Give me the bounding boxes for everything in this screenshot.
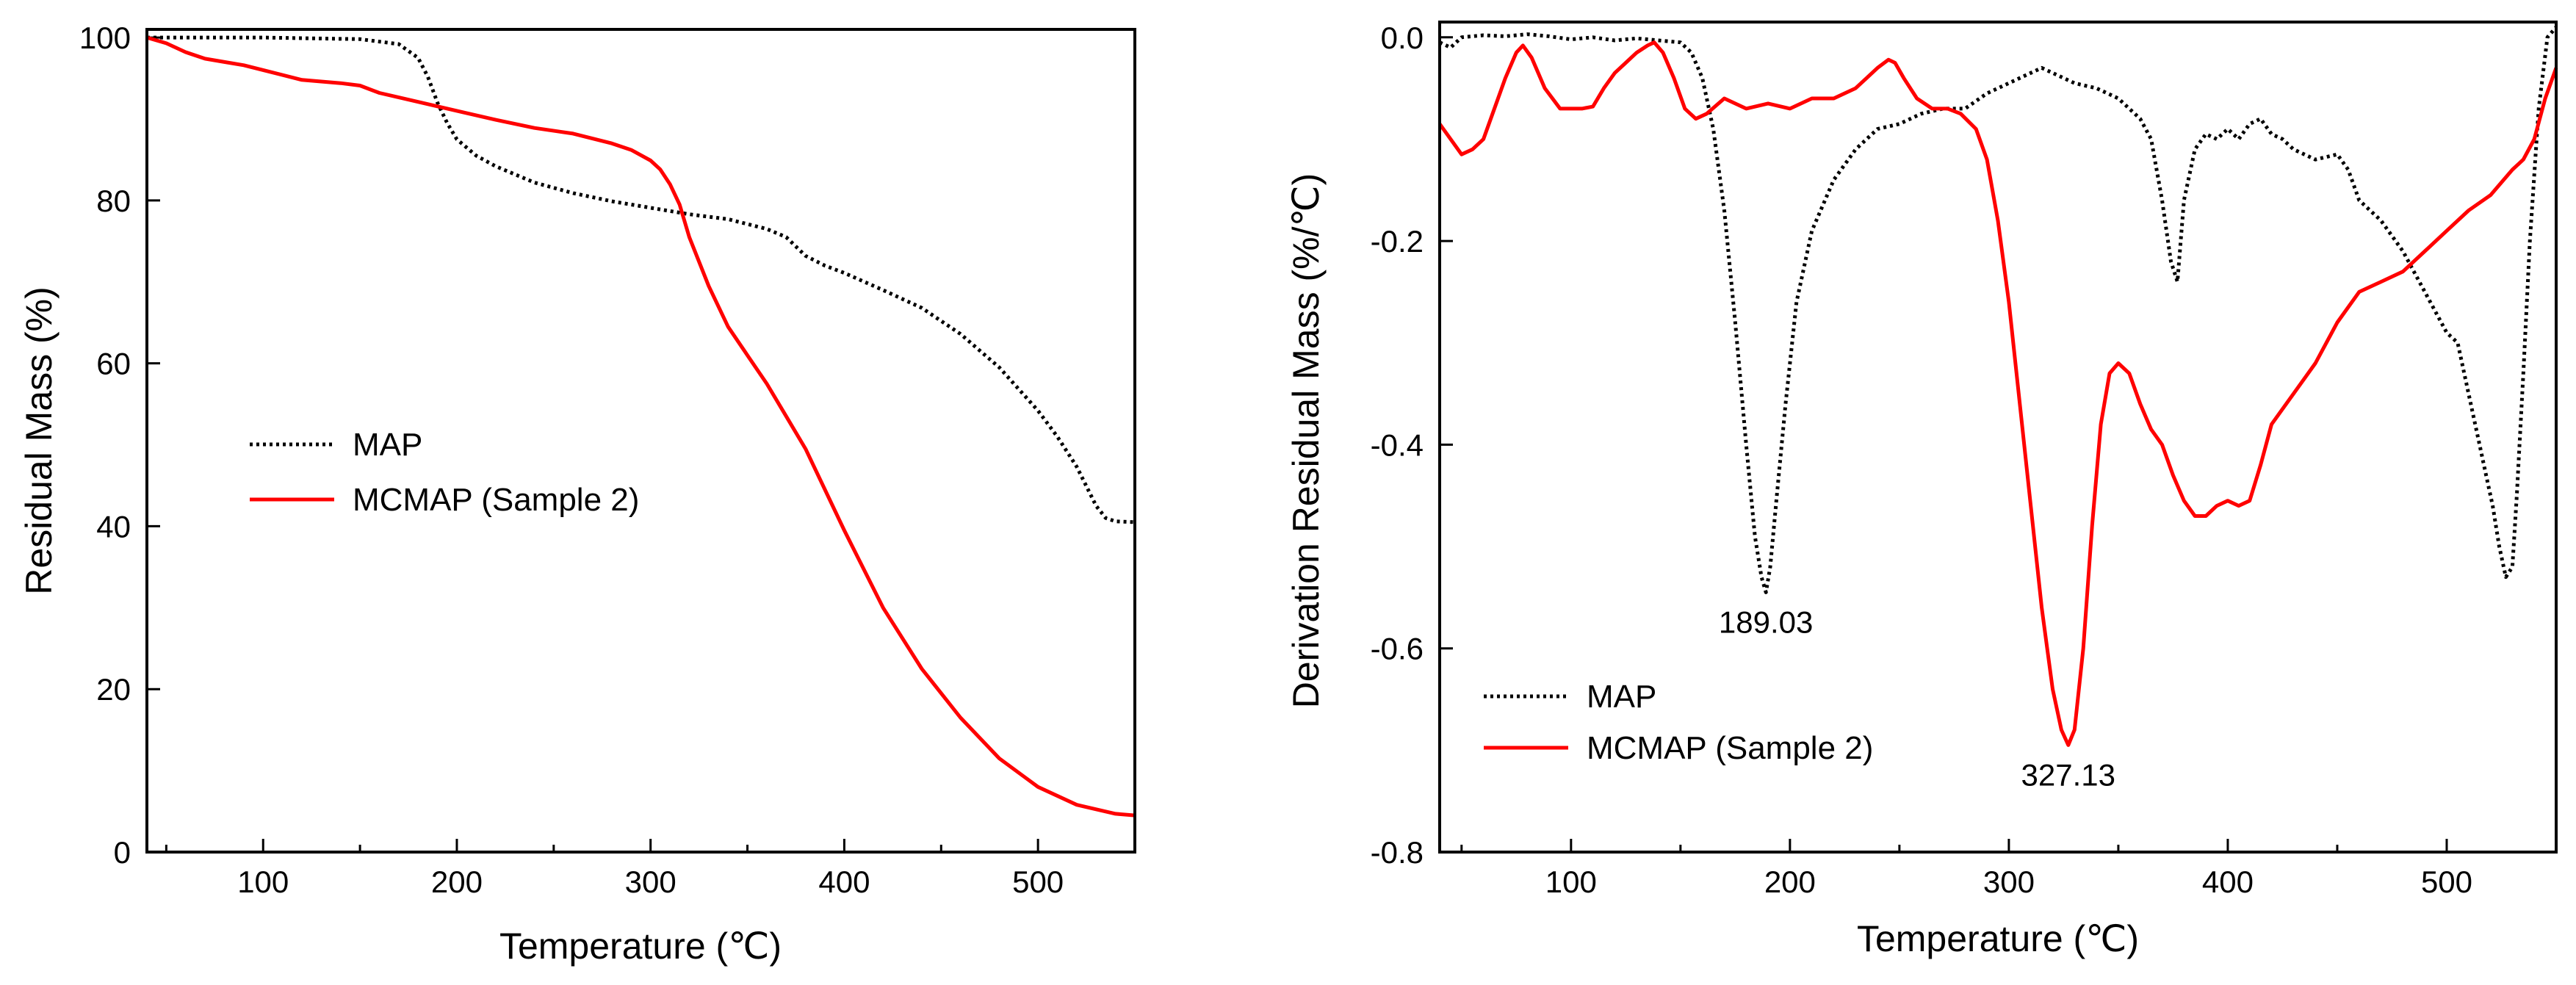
tga-series xyxy=(146,35,1136,818)
tga-series-mcmap-line xyxy=(146,35,1136,818)
tga-plot-frame xyxy=(145,28,1136,854)
tga-legend: MAP MCMAP (Sample 2) xyxy=(250,427,639,518)
dtg-annotations: 189.03 327.13 xyxy=(1719,605,2115,792)
dtg-legend: MAP MCMAP (Sample 2) xyxy=(1484,679,1873,766)
y-tick-label: 80 xyxy=(96,184,131,218)
x-tick-label: 400 xyxy=(818,865,870,899)
x-tick-label: 300 xyxy=(1983,865,2035,899)
peak-annotation: 189.03 xyxy=(1719,605,1813,639)
x-axis-title: Temperature (℃) xyxy=(499,926,782,967)
x-tick-label: 200 xyxy=(1764,865,1816,899)
dtg-ticks: 100 200 300 400 500 -0.8 -0.6 -0.4 -0.2 0.0 xyxy=(1371,21,2558,899)
peak-annotation: 327.13 xyxy=(2021,757,2115,792)
dtg-series-mcmap-line xyxy=(1437,40,2558,747)
dtg-plot-frame xyxy=(1438,21,2558,854)
legend-label-mcmap: MCMAP (Sample 2) xyxy=(353,482,639,518)
x-tick-label: 300 xyxy=(625,865,677,899)
y-tick-label: -0.2 xyxy=(1371,224,1424,259)
tga-series-map-line xyxy=(147,35,1136,524)
x-tick-label: 200 xyxy=(431,865,483,899)
x-axis-title: Temperature (℃) xyxy=(1857,918,2139,959)
tga-ticks: 100 200 300 400 500 0 20 40 60 80 100 xyxy=(79,21,1136,899)
y-tick-label: 100 xyxy=(79,21,131,55)
legend-label-mcmap: MCMAP (Sample 2) xyxy=(1587,730,1873,766)
legend-label-map: MAP xyxy=(353,427,422,463)
y-tick-label: -0.4 xyxy=(1371,427,1424,462)
y-tick-label: -0.6 xyxy=(1371,632,1424,666)
x-tick-label: 100 xyxy=(237,865,289,899)
y-tick-label: -0.8 xyxy=(1371,835,1424,870)
x-tick-label: 500 xyxy=(2421,865,2472,899)
y-tick-label: 60 xyxy=(96,347,131,381)
y-tick-label: 20 xyxy=(96,672,131,707)
y-tick-label: 0.0 xyxy=(1381,21,1424,55)
dtg-series xyxy=(1437,26,2558,747)
legend-label-map: MAP xyxy=(1587,679,1656,715)
y-tick-label: 0 xyxy=(114,835,131,870)
y-axis-title: Derivation Residual Mass (%/℃) xyxy=(1285,173,1327,709)
tga-chart: 100 200 300 400 500 0 20 40 60 80 100 MAP MCMAP (S… xyxy=(18,21,1136,967)
dtg-series-map-line xyxy=(1438,26,2558,594)
y-axis-title: Residual Mass (%) xyxy=(18,286,59,595)
dtg-chart: 100 200 300 400 500 -0.8 -0.6 -0.4 -0.2 0.0 189.0… xyxy=(1285,21,2558,959)
x-tick-label: 100 xyxy=(1545,865,1597,899)
y-tick-label: 40 xyxy=(96,509,131,544)
x-tick-label: 400 xyxy=(2202,865,2254,899)
x-tick-label: 500 xyxy=(1012,865,1064,899)
